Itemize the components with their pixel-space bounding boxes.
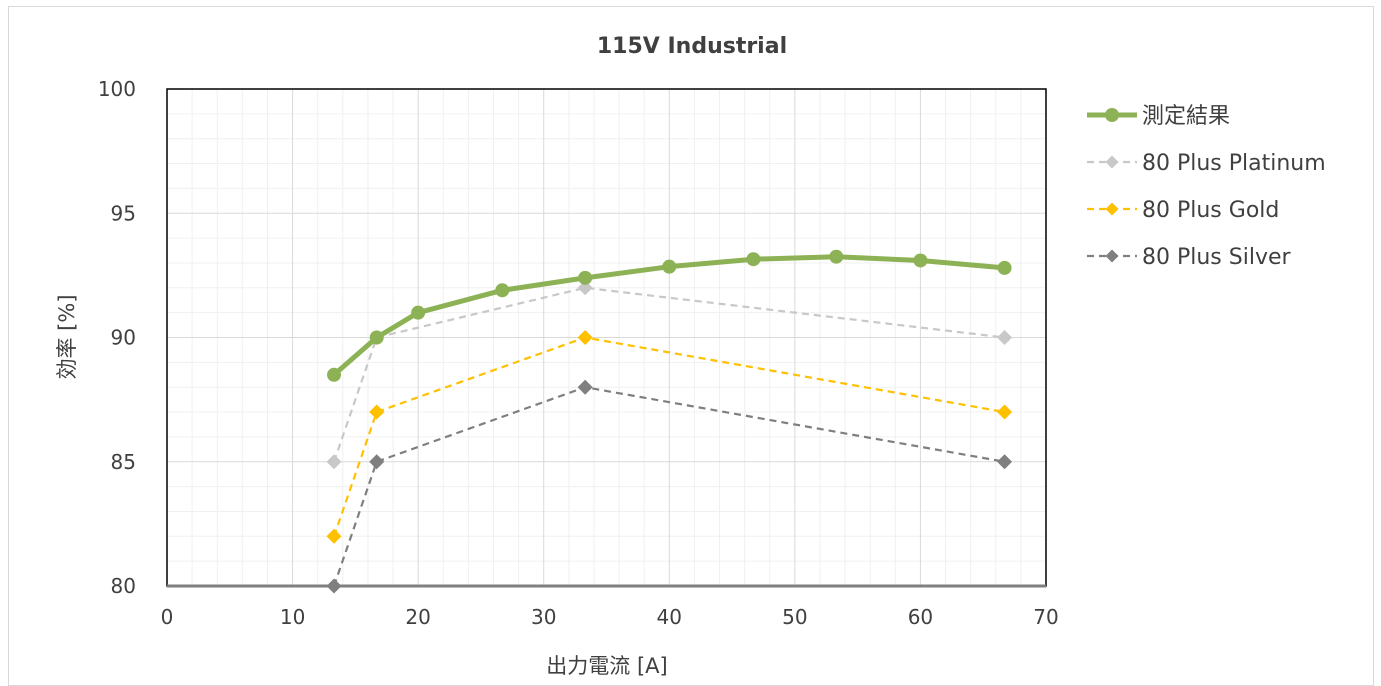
data-point [369,330,384,345]
y-tick-label: 85 [111,450,136,474]
data-point [326,578,342,594]
y-tick-label: 90 [111,326,136,350]
y-tick-label: 95 [111,201,136,225]
data-point [369,454,385,470]
data-point [327,367,342,382]
series-line [332,254,1005,377]
x-axis-title: 出力電流 [A] [546,654,667,678]
y-tick-label: 80 [111,574,136,598]
legend-marker [1105,202,1119,216]
x-tick-label: 30 [531,605,556,629]
data-point [662,259,677,274]
legend-label: 80 Plus Platinum [1142,151,1326,176]
series-line [332,336,1005,537]
x-tick-label: 60 [908,605,933,629]
data-point [369,404,385,420]
series-80-plus-silver [326,379,1013,594]
series-80-plus-gold [326,330,1013,544]
x-tick-label: 20 [405,605,430,629]
legend-entry: 測定結果 [1087,104,1230,129]
data-point [913,253,928,268]
data-point [495,283,510,298]
series-line [332,386,1005,587]
legend-entry: 80 Plus Silver [1087,245,1292,270]
legend-entry: 80 Plus Gold [1087,198,1279,223]
data-point [997,404,1013,420]
legend-entry: 80 Plus Platinum [1087,151,1326,176]
series-layer [326,249,1013,594]
legend-label: 測定結果 [1142,104,1230,129]
data-point [326,454,342,470]
data-point [997,454,1013,470]
legend: 測定結果 80 Plus Platinum 80 Plus Gold 80 Plus … [1087,104,1326,270]
x-tick-label: 0 [161,605,174,629]
x-tick-label: 40 [657,605,682,629]
data-point [997,330,1013,345]
x-tick-label: 10 [280,605,305,629]
legend-label: 80 Plus Silver [1142,245,1292,270]
series-測定結果 [327,249,1012,382]
y-tick-labels: 80 85 90 95 100 [98,77,136,598]
legend-marker [1105,155,1119,169]
legend-marker [1105,249,1119,263]
series-line [332,286,1005,463]
y-tick-label: 100 [98,77,136,101]
legend-label: 80 Plus Gold [1142,198,1279,223]
data-point [746,252,761,267]
data-point [326,528,342,544]
x-tick-label: 70 [1033,605,1058,629]
data-point [411,305,426,320]
data-point [577,280,593,296]
x-tick-labels: 0 10 20 30 40 50 60 70 [161,605,1059,629]
data-point [829,249,844,264]
chart-title: 115V Industrial [597,34,787,59]
x-tick-label: 50 [782,605,807,629]
data-point [577,379,593,395]
data-point [577,330,593,345]
y-axis-title: 効率 [%] [55,294,79,379]
data-point [578,270,593,285]
data-point [997,260,1012,275]
chart-frame [8,6,1374,686]
legend-marker [1105,108,1119,122]
